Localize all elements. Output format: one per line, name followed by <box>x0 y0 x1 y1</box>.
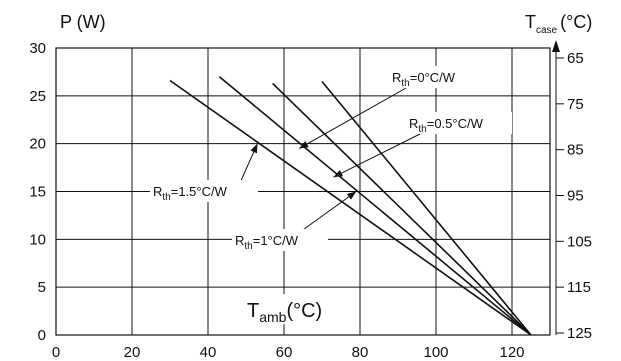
x-tick-label: 60 <box>276 344 293 361</box>
series-line <box>218 76 532 336</box>
y2-tick-label: 95 <box>567 188 584 205</box>
y-tick-label: 0 <box>38 327 46 344</box>
svg-text:Rth=1°C/W: Rth=1°C/W <box>235 233 299 252</box>
leader-arrowhead <box>333 170 344 178</box>
y-tick-label: 30 <box>29 40 46 57</box>
annotation-rth-0: Rth=0°C/W <box>389 66 489 89</box>
y2-axis-title: Tcase (°C) <box>525 12 592 36</box>
x-axis-title-background <box>243 294 336 324</box>
leader-line <box>299 191 357 233</box>
y2-axis-arrow <box>552 40 560 52</box>
y2-tick-label: 75 <box>567 96 584 113</box>
y-tick-label: 10 <box>29 231 46 248</box>
grid <box>56 48 550 335</box>
leader-line <box>333 131 425 178</box>
annotation-rth-0.5: Rth=0.5°C/W <box>406 112 512 135</box>
series-line <box>272 82 532 336</box>
leader-arrowhead <box>250 143 258 154</box>
svg-text:Rth=1.5°C/W: Rth=1.5°C/W <box>153 184 228 203</box>
series-line <box>169 79 532 336</box>
leader-arrowhead <box>299 140 309 149</box>
y-tick-label: 25 <box>29 88 46 105</box>
annotation-rth-1.5: Rth=1.5°C/W <box>150 180 258 203</box>
y2-tick-label: 65 <box>567 50 584 67</box>
x-tick-label: 40 <box>200 344 217 361</box>
y-tick-label: 20 <box>29 136 46 153</box>
y2-tick-label: 85 <box>567 142 584 159</box>
annotation-arrows <box>235 87 425 233</box>
x-tick-label: 20 <box>124 344 141 361</box>
y-axis-title: P (W) <box>60 12 106 32</box>
y2-tick-label: 125 <box>567 325 592 342</box>
x-tick-label: 100 <box>423 344 448 361</box>
x-tick-label: 120 <box>499 344 524 361</box>
series-lines <box>169 76 532 336</box>
x-axis-title: Tamb(°C) <box>247 300 322 325</box>
y-tick-label: 15 <box>29 184 46 201</box>
leader-arrowhead <box>346 191 357 200</box>
svg-text:Rth=0°C/W: Rth=0°C/W <box>392 70 456 89</box>
y2-tick-label: 105 <box>567 233 592 250</box>
svg-text:Rth=0.5°C/W: Rth=0.5°C/W <box>409 116 484 135</box>
y-tick-label: 5 <box>38 279 46 296</box>
leader-line <box>298 87 407 149</box>
x-tick-label: 0 <box>52 344 60 361</box>
tick-labels: 0 20 40 60 80 100 120 0 5 10 15 20 25 30 65 75 85 95 105 11… <box>29 40 592 361</box>
y2-tick-label: 115 <box>567 279 591 296</box>
series-line <box>321 80 532 336</box>
x-tick-label: 80 <box>352 344 369 361</box>
annotation-rth-1: Rth=1°C/W <box>232 229 328 252</box>
plot-frame <box>55 47 551 336</box>
